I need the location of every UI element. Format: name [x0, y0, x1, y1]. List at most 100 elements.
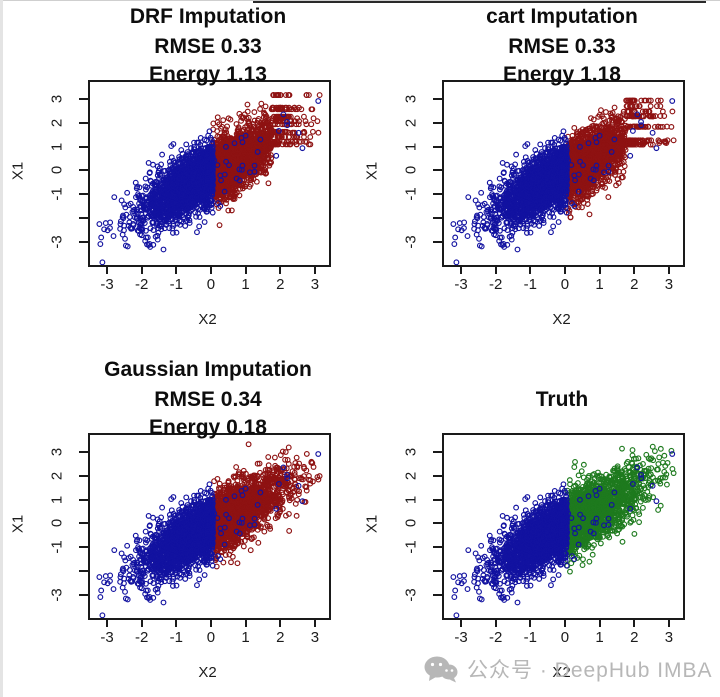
y-axis-tick — [433, 169, 442, 172]
x-axis-tick-label: 1 — [595, 629, 604, 646]
x-axis-tick-label: 1 — [595, 276, 604, 293]
panel-cart-imputation: cart Imputation RMSE 0.33 Energy 1.18 X2… — [354, 0, 714, 349]
y-axis-tick — [433, 240, 442, 243]
watermark-text: 公众号 · DeepHub IMBA — [467, 659, 713, 682]
panel-title: cart Imputation — [486, 5, 638, 28]
y-axis-tick-label: 2 — [402, 471, 420, 480]
x-axis-tick — [106, 618, 109, 627]
y-axis-tick-label: -1 — [402, 540, 420, 554]
x-axis-tick — [460, 265, 463, 274]
watermark: 公众号 · DeepHub IMBA — [424, 654, 713, 684]
x-axis-label: X2 — [552, 311, 571, 328]
crop-artifact-darkline — [253, 1, 706, 3]
x-axis-tick — [175, 618, 178, 627]
y-axis-tick — [79, 216, 88, 219]
x-axis-tick — [529, 265, 532, 274]
y-axis-tick-label: 1 — [48, 142, 66, 151]
x-axis-tick — [279, 618, 282, 627]
y-axis-tick — [79, 569, 88, 572]
x-axis-tick — [598, 265, 601, 274]
panel-title-truth: Truth — [535, 388, 589, 411]
y-axis-tick-label: 2 — [48, 471, 66, 480]
crop-artifact-hairline — [0, 0, 720, 1]
y-axis-tick — [79, 474, 88, 477]
y-axis-tick — [433, 451, 442, 453]
y-axis-tick — [79, 498, 88, 501]
x-axis-tick-label: 0 — [206, 276, 216, 293]
x-axis-tick-label: 2 — [630, 276, 639, 293]
y-axis-tick — [79, 451, 88, 453]
panel-title: Gaussian Imputation — [104, 358, 312, 381]
scatter-canvas — [90, 82, 329, 265]
panel-energy: Energy 1.13 — [149, 63, 267, 86]
y-axis-tick-label: -3 — [402, 587, 420, 602]
x-axis-tick-label: -1 — [169, 629, 183, 646]
y-axis-tick — [79, 121, 88, 124]
y-axis-tick-label: -3 — [48, 587, 66, 602]
scatter-canvas — [90, 435, 329, 618]
y-axis-tick — [433, 193, 442, 196]
y-axis-tick — [79, 98, 88, 100]
x-axis-tick-label: 0 — [206, 629, 216, 646]
panel-gaussian-imputation: Gaussian Imputation RMSE 0.34 Energy 0.1… — [0, 353, 360, 697]
y-axis-tick-label: 0 — [402, 519, 420, 528]
x-axis-tick — [209, 618, 212, 627]
x-axis-tick — [563, 618, 566, 627]
y-axis-label: X1 — [363, 161, 381, 181]
x-axis-tick-label: -1 — [169, 276, 183, 293]
y-axis-tick — [79, 593, 88, 596]
x-axis-tick-label: 3 — [664, 629, 674, 646]
plot-area — [88, 433, 331, 620]
panel-energy: Energy 1.18 — [503, 63, 621, 86]
x-axis-tick-label: 1 — [241, 629, 250, 646]
x-axis-tick — [140, 618, 143, 627]
y-axis-tick-label: 1 — [402, 142, 420, 151]
y-axis-tick — [433, 121, 442, 124]
plot-area — [442, 80, 685, 267]
panel-rmse: RMSE 0.33 — [508, 35, 616, 58]
x-axis-tick — [313, 265, 316, 274]
y-axis-label: X1 — [9, 514, 27, 534]
x-axis-tick-label: -3 — [454, 276, 468, 293]
x-axis-tick-label: 1 — [241, 276, 250, 293]
x-axis-tick-label: -3 — [100, 629, 114, 646]
panel-drf-imputation: DRF Imputation RMSE 0.33 Energy 1.13 X2 … — [0, 0, 360, 349]
x-axis-tick — [313, 618, 316, 627]
x-axis-label: X2 — [552, 664, 571, 681]
y-axis-tick — [433, 474, 442, 477]
x-axis-tick — [667, 618, 670, 627]
x-axis-label: X2 — [198, 311, 217, 328]
y-axis-tick-label: 2 — [48, 118, 66, 127]
y-axis-tick-label: -3 — [402, 234, 420, 249]
y-axis-tick — [433, 522, 442, 525]
panel-title: DRF Imputation — [129, 5, 287, 28]
scatter-canvas — [444, 82, 683, 265]
x-axis-tick-label: 0 — [560, 276, 570, 293]
y-axis-tick-label: -1 — [48, 540, 66, 554]
x-axis-tick-label: 0 — [560, 629, 570, 646]
y-axis-tick — [433, 498, 442, 501]
y-axis-tick-label: 0 — [48, 166, 66, 175]
x-axis-tick — [279, 265, 282, 274]
x-axis-tick — [494, 265, 497, 274]
y-axis-tick — [433, 145, 442, 148]
y-axis-tick-label: 3 — [402, 447, 420, 457]
x-axis-tick — [140, 265, 143, 274]
panel-energy: Energy 0.18 — [149, 416, 267, 439]
x-axis-tick — [209, 265, 212, 274]
y-axis-tick — [433, 569, 442, 572]
x-axis-tick — [598, 618, 601, 627]
y-axis-tick-label: 0 — [48, 519, 66, 528]
y-axis-tick — [79, 193, 88, 196]
x-axis-tick-label: -2 — [489, 276, 503, 293]
x-axis-tick-label: 3 — [310, 276, 320, 293]
y-axis-tick — [433, 216, 442, 219]
x-axis-tick — [244, 618, 247, 627]
y-axis-tick-label: 3 — [402, 94, 420, 104]
y-axis-tick-label: 2 — [402, 118, 420, 127]
y-axis-tick-label: 1 — [402, 495, 420, 504]
y-axis-tick-label: 0 — [402, 166, 420, 175]
y-axis-tick-label: 1 — [48, 495, 66, 504]
y-axis-tick-label: -1 — [402, 187, 420, 201]
